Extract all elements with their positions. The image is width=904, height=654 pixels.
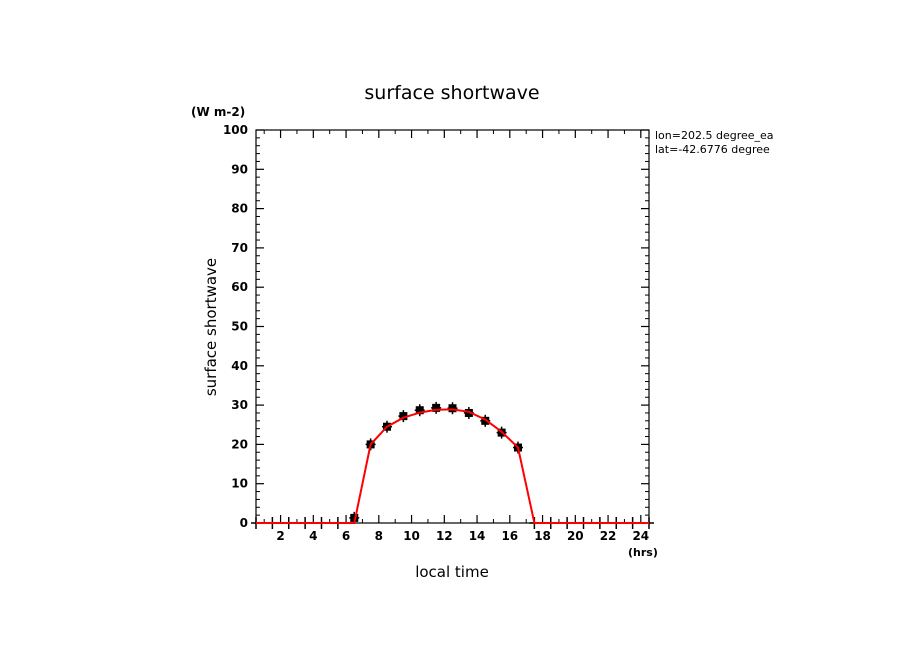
data-point [480,414,491,427]
data-point [414,404,425,417]
y-tick-label: 20 [231,437,248,451]
y-tick-label: 100 [223,123,248,137]
x-tick-label: 12 [436,529,453,543]
plot-frame [255,129,650,524]
chart-title: surface shortwave [364,82,539,104]
x-tick-label: 10 [403,529,420,543]
y-tick-label: 10 [231,477,248,491]
x-tick-label: 20 [567,529,584,543]
x-units-label: (hrs) [628,546,658,559]
y-tick-label: 70 [231,241,248,255]
data-point-square [481,416,490,425]
data-point-square [432,403,441,412]
plot-area: 2 4 6 8 10 12 14 16 18 20 22 24 0102030405060708090… [223,123,654,543]
y-axis: 0 10 20 30 40 50 60 70 80 90 100 [223,123,649,530]
x-tick-label: 2 [276,529,284,543]
x-tick-label: 24 [632,529,649,543]
y-tick-label: 60 [231,280,248,294]
x-tick-label: 14 [469,529,486,543]
series-layer [251,401,654,529]
x-tick-label: 16 [501,529,518,543]
x-tick-label: 22 [600,529,617,543]
y-units-label: (W m-2) [191,105,245,119]
x-tick-label: 18 [534,529,551,543]
y-tick-label: 90 [231,162,248,176]
y-tick-label: 30 [231,398,248,412]
y-axis-label: surface shortwave [202,258,220,396]
y-tick-label: 0 [240,516,248,530]
y-tick-label: 40 [231,359,248,373]
data-point [431,401,442,414]
data-point-square [415,406,424,415]
x-tick-label: 4 [309,529,317,543]
lon-annotation: lon=202.5 degree_ea [655,129,774,142]
data-point-square [350,513,359,522]
x-tick-label: 6 [342,529,350,543]
x-axis-label: local time [415,563,489,581]
data-point-square [448,404,457,413]
x-axis: 2 4 6 8 10 12 14 16 18 20 22 24 [263,130,649,543]
lat-annotation: lat=-42.6776 degree [655,143,770,156]
y-tick-label: 50 [231,320,248,334]
data-point [447,402,458,415]
y-tick-label: 80 [231,202,248,216]
data-point-square [399,412,408,421]
fitted-line [256,408,649,524]
x-tick-label: 8 [375,529,383,543]
data-point-square [464,408,473,417]
